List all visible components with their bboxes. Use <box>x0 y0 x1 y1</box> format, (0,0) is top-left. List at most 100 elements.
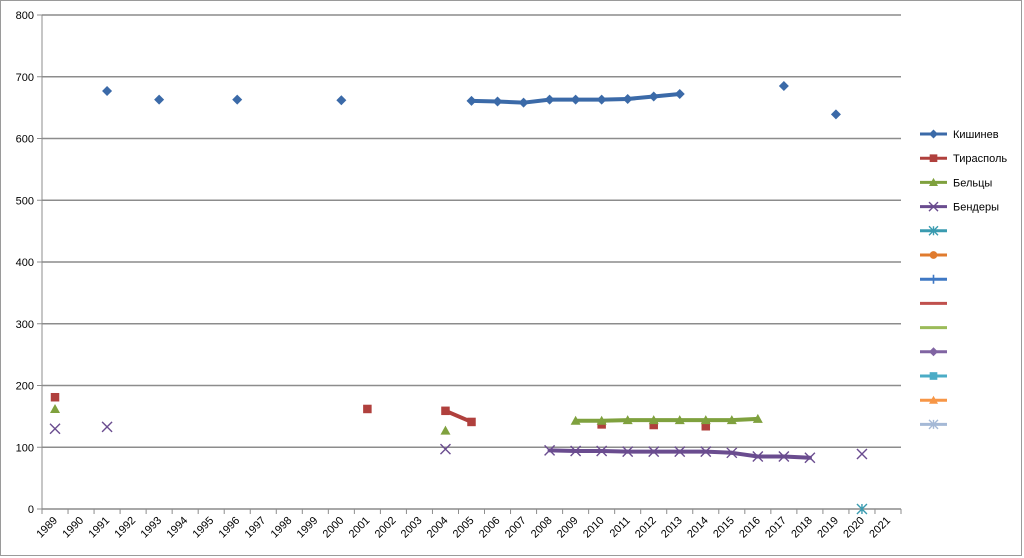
data-point <box>649 420 658 430</box>
x-tick-label: 1993 <box>138 515 164 541</box>
x-tick-label: 2020 <box>841 515 867 541</box>
data-point <box>50 403 61 413</box>
series-line-segment <box>443 408 474 424</box>
data-point <box>726 415 737 425</box>
series-1 <box>50 392 711 431</box>
legend-label: Бельцы <box>953 177 992 189</box>
data-point <box>622 446 634 458</box>
data-point <box>518 97 529 108</box>
data-point <box>232 94 243 105</box>
series-line-segment <box>729 416 760 423</box>
data-point <box>544 94 555 105</box>
x-tick-label: 2017 <box>763 515 789 541</box>
x-tick-label: 2005 <box>451 515 477 541</box>
x-tick-label: 1991 <box>86 515 112 541</box>
data-point <box>596 94 607 105</box>
legend-item: Кишинев <box>920 129 999 141</box>
y-tick-label: 500 <box>16 195 34 207</box>
x-tick-label: 2002 <box>373 515 399 541</box>
series-line-segment <box>547 448 578 453</box>
legend-marker <box>929 347 938 357</box>
x-tick-label: 1992 <box>112 515 138 541</box>
data-point <box>336 95 347 106</box>
legend-item: Бендеры <box>920 202 999 214</box>
legend-item <box>920 251 947 259</box>
legend-marker <box>928 225 939 236</box>
legend-marker <box>928 201 939 212</box>
grid-lines <box>42 14 901 510</box>
x-tick-label: 2019 <box>815 515 841 541</box>
x-tick-label: 1994 <box>164 515 190 541</box>
data-point <box>467 417 476 427</box>
data-point <box>648 446 660 458</box>
x-tick-label: 2018 <box>789 515 815 541</box>
data-point <box>596 445 608 457</box>
legend-item <box>920 347 947 357</box>
x-tick-label: 1990 <box>60 515 86 541</box>
data-point <box>492 96 503 107</box>
x-tick-label: 1997 <box>243 515 269 541</box>
legend-item: Тирасполь <box>920 153 1007 165</box>
data-point <box>439 443 451 455</box>
legend-marker <box>929 177 938 186</box>
y-tick-label: 800 <box>16 10 34 22</box>
legend-item <box>920 225 947 236</box>
data-point <box>622 93 633 104</box>
series-line-segment <box>599 448 630 454</box>
x-tick-label: 1999 <box>295 515 321 541</box>
series-line-segment <box>729 450 760 459</box>
x-tick-label: 2006 <box>477 515 503 541</box>
legend-marker <box>929 274 938 284</box>
plot-area <box>49 81 868 515</box>
legend-label: Тирасполь <box>953 153 1007 165</box>
x-tick-label: 2012 <box>633 515 659 541</box>
data-point <box>154 94 165 105</box>
x-tick-label: 2015 <box>711 515 737 541</box>
data-point <box>440 425 451 435</box>
data-point <box>466 95 477 106</box>
series-line-segment <box>703 449 734 455</box>
data-point <box>674 89 685 100</box>
y-tick-label: 700 <box>16 72 34 84</box>
y-tick-label: 300 <box>16 319 34 331</box>
data-point <box>596 415 607 425</box>
data-point <box>700 415 711 425</box>
data-point <box>674 415 685 425</box>
x-tick-label: 1998 <box>269 515 295 541</box>
x-tick-label: 2016 <box>737 515 763 541</box>
series-4 <box>856 503 868 515</box>
data-point <box>856 503 868 515</box>
legend-marker <box>928 419 939 430</box>
data-point <box>102 85 113 96</box>
y-tick-label: 0 <box>28 504 34 516</box>
y-tick-label: 600 <box>16 134 34 146</box>
x-tick-label: 2008 <box>529 515 555 541</box>
legend-label: Бендеры <box>953 202 999 214</box>
x-tick-label: 2021 <box>867 515 893 541</box>
data-point <box>570 445 582 457</box>
x-axis: 1989 1990 1991 1992 1993 1994 1995 1996 1997 1998… <box>34 508 902 541</box>
series-line-segment <box>781 454 812 460</box>
legend-label: Кишинев <box>953 129 999 141</box>
x-tick-label: 1995 <box>191 515 217 541</box>
data-point <box>778 81 789 92</box>
legend-item <box>920 372 947 380</box>
x-tick-label: 2000 <box>321 515 347 541</box>
data-point <box>752 413 763 423</box>
data-point <box>570 415 581 425</box>
data-point <box>49 423 61 435</box>
data-point <box>804 452 816 464</box>
legend-item <box>920 419 947 430</box>
data-point <box>648 415 659 425</box>
x-tick-label: 2007 <box>503 515 529 541</box>
data-point <box>752 451 764 463</box>
data-point <box>648 91 659 102</box>
x-tick-label: 2011 <box>608 515 633 540</box>
data-point <box>570 94 581 105</box>
data-point <box>674 446 686 458</box>
x-tick-label: 2009 <box>555 515 581 541</box>
x-tick-label: 2010 <box>581 515 607 541</box>
data-point <box>700 446 712 458</box>
